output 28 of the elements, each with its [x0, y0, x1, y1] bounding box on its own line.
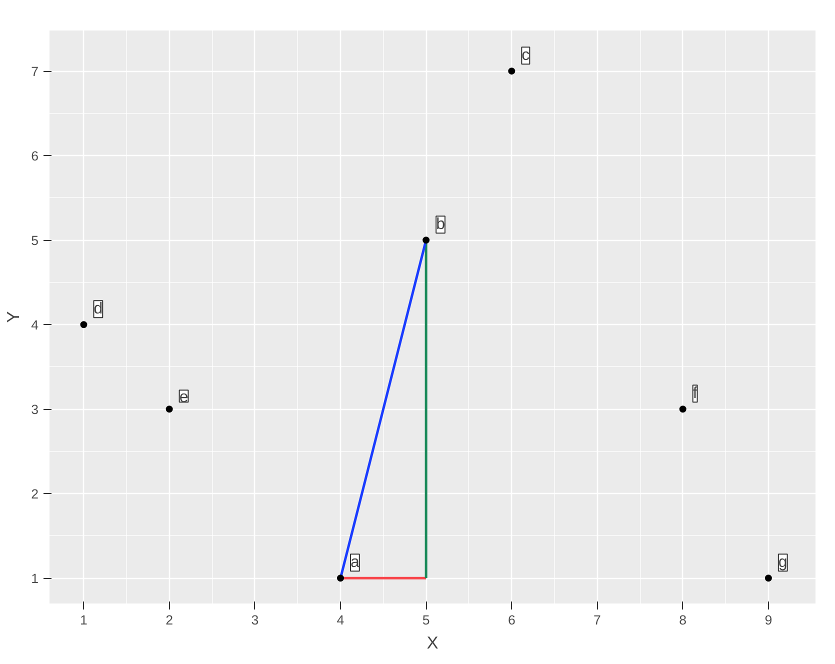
y-tick-label: 4 [31, 318, 40, 333]
data-label: b [436, 216, 446, 234]
x-tick-label: 7 [594, 612, 601, 628]
x-axis-title: X [426, 632, 439, 652]
point [80, 321, 88, 328]
y-axis-title: Y [3, 310, 24, 323]
point [166, 406, 173, 413]
point [422, 236, 430, 244]
x-tick-label: 6 [508, 612, 516, 628]
x-tick-label: 8 [679, 612, 687, 628]
x-tick-label: 9 [764, 612, 772, 628]
y-tick-label: 3 [31, 402, 39, 418]
point [508, 68, 516, 75]
y-tick-label: 7 [31, 64, 39, 80]
x-tick-label: 3 [251, 612, 259, 628]
x-tick-label: 1 [80, 612, 88, 628]
data-label: g [778, 554, 788, 572]
data-label: d [94, 300, 103, 318]
y-tick-label: 5 [31, 233, 39, 248]
y-tick-label: 1 [31, 571, 39, 586]
x-tick-label: 2 [166, 612, 174, 628]
point [679, 406, 686, 413]
y-tick-label: 2 [31, 486, 39, 502]
x-tick-label: 4 [336, 612, 345, 628]
point [336, 574, 344, 582]
x-tick-label: 5 [422, 612, 430, 628]
y-tick-label: 6 [31, 148, 39, 164]
point [764, 574, 772, 582]
